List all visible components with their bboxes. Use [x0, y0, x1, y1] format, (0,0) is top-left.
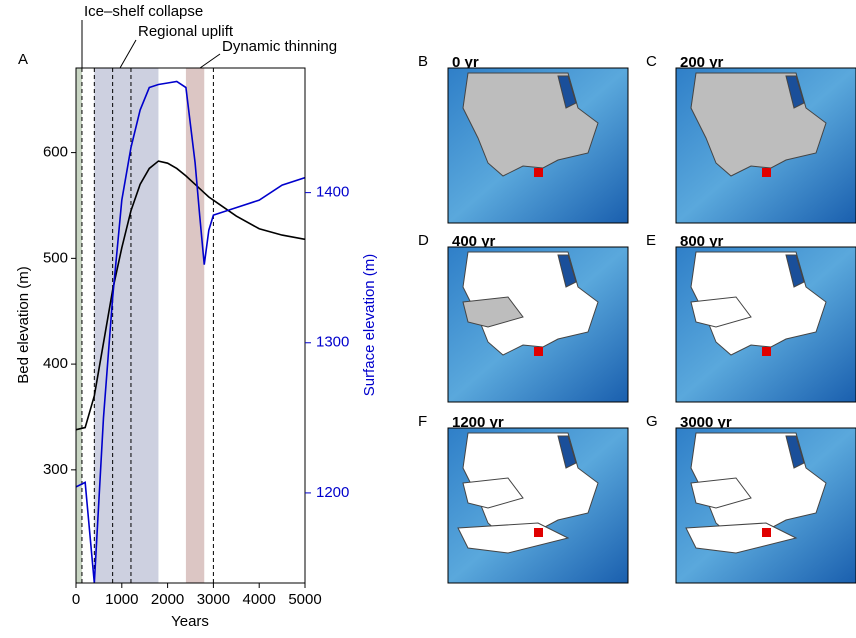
x-tick-label: 5000 [288, 591, 321, 608]
y2-axis-label: Surface elevation (m) [361, 254, 378, 397]
y-tick-label: 400 [43, 355, 68, 372]
ice-region [785, 435, 805, 469]
panel-time: 0 yr [452, 54, 479, 71]
map-frame [675, 67, 856, 224]
y-tick-label: 500 [43, 249, 68, 266]
ice-region [557, 254, 577, 288]
ice-region [785, 75, 805, 109]
y2-tick-label: 1300 [316, 334, 349, 351]
site-marker [762, 168, 771, 177]
plot-frame [75, 67, 306, 584]
panel-letter: D [418, 232, 429, 249]
map-frame [447, 246, 629, 403]
map-land [690, 72, 827, 177]
x-tick-label: 4000 [243, 591, 276, 608]
x-tick-label: 2000 [151, 591, 184, 608]
ice-region [690, 296, 752, 328]
x-axis-label: Years [171, 613, 209, 630]
annotation: Dynamic thinning [222, 38, 337, 55]
y-tick-label: 600 [43, 144, 68, 161]
shaded-span [76, 68, 82, 583]
map-land [462, 251, 599, 356]
map-frame [447, 427, 629, 584]
panel-letter: C [646, 53, 657, 70]
site-marker [534, 347, 543, 356]
shaded-span [185, 68, 205, 583]
map-frame [447, 67, 629, 224]
plot-lines [76, 80, 305, 583]
map-frame [675, 427, 856, 584]
y-axis-label: Bed elevation (m) [15, 266, 32, 384]
annotation: Ice–shelf collapse [84, 3, 203, 20]
x-tick-label: 1000 [105, 591, 138, 608]
shaded-span [94, 68, 159, 583]
ice-region [785, 254, 805, 288]
x-tick-label: 3000 [197, 591, 230, 608]
panel-time: 400 yr [452, 233, 496, 250]
panel-time: 1200 yr [452, 414, 504, 431]
map-land [690, 251, 827, 356]
panel-letter: B [418, 53, 428, 70]
y2-tick-label: 1200 [316, 484, 349, 501]
y-tick-label: 300 [43, 461, 68, 478]
annotation-line [119, 39, 137, 69]
ice-region [462, 477, 524, 509]
data-line [76, 160, 305, 431]
panel-letter: A [18, 51, 28, 68]
panel-letter: G [646, 413, 658, 430]
ice-region [462, 296, 524, 328]
map-land [462, 72, 599, 177]
site-marker [534, 528, 543, 537]
panel-letter: F [418, 413, 427, 430]
data-line [76, 80, 305, 583]
annotation-line [199, 53, 221, 69]
annotation: Regional uplift [138, 23, 234, 40]
map-land [457, 432, 599, 554]
ice-region [557, 75, 577, 109]
panel-letter: E [646, 232, 656, 249]
map-frame [675, 246, 856, 403]
site-marker [762, 347, 771, 356]
y2-tick-label: 1400 [316, 184, 349, 201]
panel-time: 800 yr [680, 233, 724, 250]
site-marker [534, 168, 543, 177]
ice-region [690, 477, 752, 509]
site-marker [762, 528, 771, 537]
ice-region [557, 435, 577, 469]
panel-time: 200 yr [680, 54, 724, 71]
x-tick-label: 0 [72, 591, 80, 608]
panel-time: 3000 yr [680, 414, 732, 431]
